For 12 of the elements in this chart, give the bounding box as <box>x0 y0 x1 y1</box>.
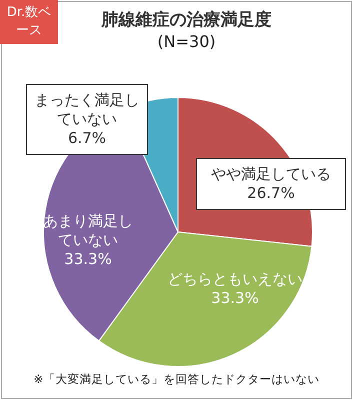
chart-subtitle: (N=30) <box>156 32 217 51</box>
data-label: 33.3% <box>210 289 260 308</box>
data-label: 33.3% <box>63 250 113 269</box>
slice-label: やや満足している <box>210 165 332 184</box>
data-label: 6.7% <box>66 129 108 148</box>
text: Dr.数ベース <box>0 0 58 44</box>
slice-label: あまり満足していない <box>42 212 134 250</box>
chart-title: 肺線維症の治療満足度 <box>100 9 272 31</box>
data-label: 26.7% <box>246 184 296 203</box>
slice-label: どちらともいえない <box>166 270 304 289</box>
text: ※「大変満足している」を回答したドクターはいない <box>32 372 320 387</box>
slice-label: まったく満足していない <box>34 91 140 129</box>
